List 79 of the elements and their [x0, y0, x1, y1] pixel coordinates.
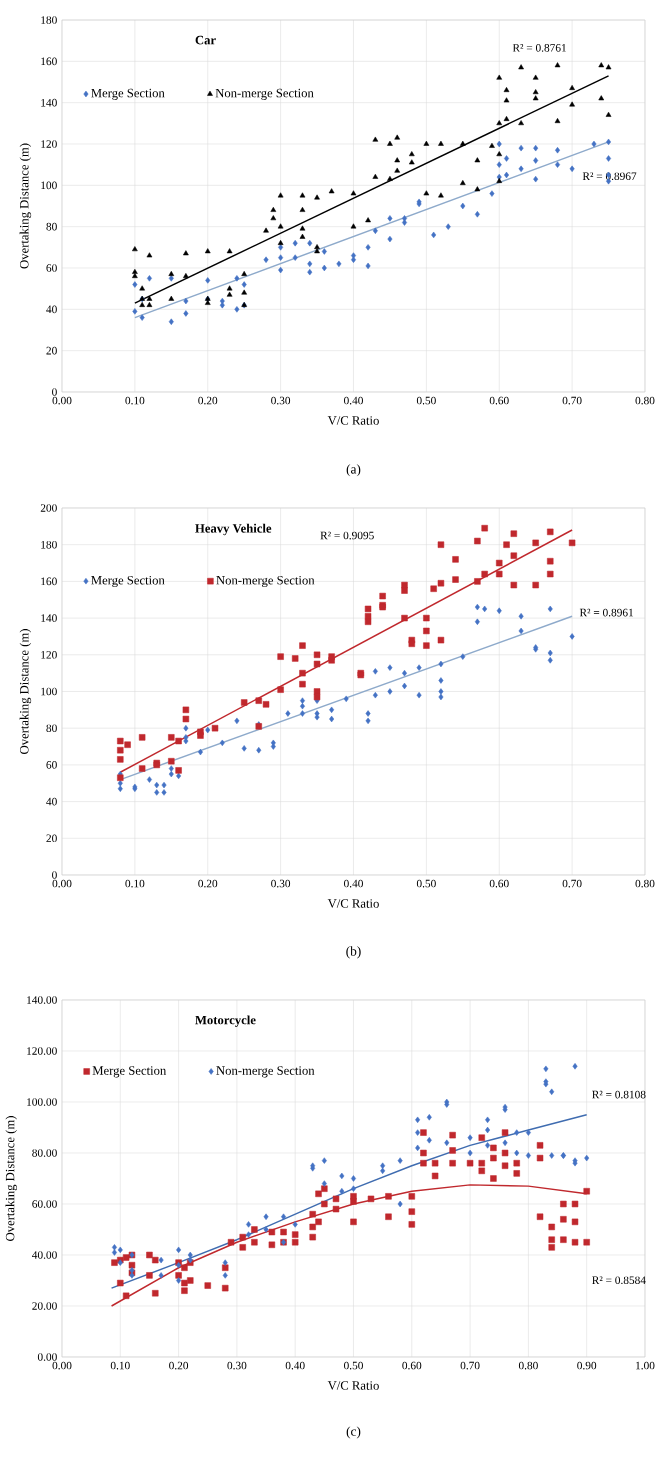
x-tick-label: 0.60: [489, 879, 509, 888]
text: Car: [195, 35, 216, 45]
y-tick-label: 20: [46, 834, 57, 843]
x-tick-label: 0.50: [416, 879, 436, 888]
x-tick-label: 0.40: [344, 879, 363, 888]
y-tick-label: 60.00: [32, 1200, 57, 1208]
x-tick-label: 0.70: [562, 396, 582, 405]
y-tick-label: 0: [52, 871, 57, 879]
y-tick-label: 0.00: [37, 1353, 57, 1361]
x-tick-label: 0.20: [198, 396, 218, 405]
x-tick-label: 0.30: [271, 879, 291, 888]
y-tick-label: 0: [52, 388, 57, 396]
y-axis-title: Overtaking Distance (m): [19, 143, 32, 269]
x-tick-label: 0.70: [562, 879, 582, 888]
y-tick-label: 100.00: [27, 1098, 57, 1106]
y-tick-label: 80: [46, 222, 57, 231]
x-tick-label: 0.90: [577, 1361, 597, 1370]
annotation: R² = 0.8761: [512, 44, 566, 52]
x-axis-title: V/C Ratio: [327, 416, 379, 425]
annotation: R² = 0.9095: [320, 531, 374, 540]
y-tick-label: 100: [41, 687, 57, 696]
x-tick-label: 0.20: [169, 1361, 189, 1370]
y-tick-label: 20.00: [32, 1302, 57, 1310]
y-tick-label: 40: [46, 797, 57, 806]
x-tick-label: 0.20: [198, 879, 218, 888]
annotation: R² = 0.8584: [592, 1276, 646, 1285]
annotation: R² = 0.8108: [592, 1090, 646, 1099]
x-tick-label: 0.60: [489, 396, 509, 405]
legend-label: Merge Section: [91, 88, 165, 100]
x-tick-label: 0.10: [125, 879, 145, 888]
x-tick-label: 0.60: [402, 1361, 422, 1370]
y-axis-title: Overtaking Distance (m): [5, 1116, 17, 1241]
x-tick-label: 0.50: [416, 396, 436, 405]
y-tick-label: 160: [41, 57, 57, 66]
y-tick-label: 140.00: [27, 996, 57, 1004]
x-tick-label: 0.10: [110, 1361, 130, 1370]
y-tick-label: 120: [41, 650, 57, 659]
x-tick-label: 0.30: [271, 396, 291, 405]
y-tick-label: 40.00: [32, 1251, 57, 1259]
x-tick-label: 0.10: [125, 396, 145, 405]
x-tick-label: 0.80: [635, 879, 655, 888]
x-tick-label: 0.80: [518, 1361, 538, 1370]
y-tick-label: 140: [41, 614, 57, 622]
y-tick-label: 140: [41, 98, 57, 107]
y-tick-label: 80: [46, 724, 57, 733]
x-tick-label: 0.40: [344, 396, 363, 405]
legend-label: Merge Section: [92, 1066, 167, 1078]
y-tick-label: 180: [41, 540, 57, 549]
y-tick-label: 180: [41, 16, 57, 24]
y-tick-label: 60: [46, 761, 57, 769]
y-axis-title: Overtaking Distance (m): [19, 629, 32, 754]
legend-label: Non-merge Section: [215, 88, 314, 100]
y-tick-label: 120.00: [27, 1047, 57, 1055]
x-axis-title: V/C Ratio: [327, 1381, 379, 1390]
text: (c): [346, 1426, 361, 1439]
x-tick-label: 1.00: [636, 1361, 655, 1370]
text: (a): [346, 464, 361, 477]
y-tick-label: 200: [40, 504, 57, 512]
y-tick-label: 60: [46, 264, 57, 272]
y-tick-label: 100: [41, 181, 57, 190]
y-tick-label: 40: [46, 305, 57, 314]
y-tick-label: 160: [41, 577, 57, 586]
y-tick-label: 20: [46, 346, 57, 355]
y-tick-label: 80.00: [32, 1149, 57, 1157]
legend-label: Merge Section: [91, 575, 165, 588]
x-tick-label: 0.70: [460, 1361, 480, 1370]
x-axis-title: V/C Ratio: [327, 899, 379, 908]
text: (b): [346, 946, 361, 959]
legend-label: Non-merge Section: [216, 1066, 315, 1078]
x-tick-label: 0.50: [344, 1361, 363, 1370]
x-tick-label: 0.30: [227, 1361, 247, 1370]
x-tick-label: 0.40: [285, 1361, 305, 1370]
y-tick-label: 120: [41, 140, 57, 148]
annotation: R² = 0.8961: [579, 608, 634, 617]
legend-label: Non-merge Section: [216, 575, 315, 588]
text: Motorcycle: [195, 1015, 256, 1027]
annotation: R² = 0.8967: [582, 172, 637, 181]
text: Heavy Vehicle: [195, 523, 272, 536]
x-tick-label: 0.80: [635, 396, 655, 405]
